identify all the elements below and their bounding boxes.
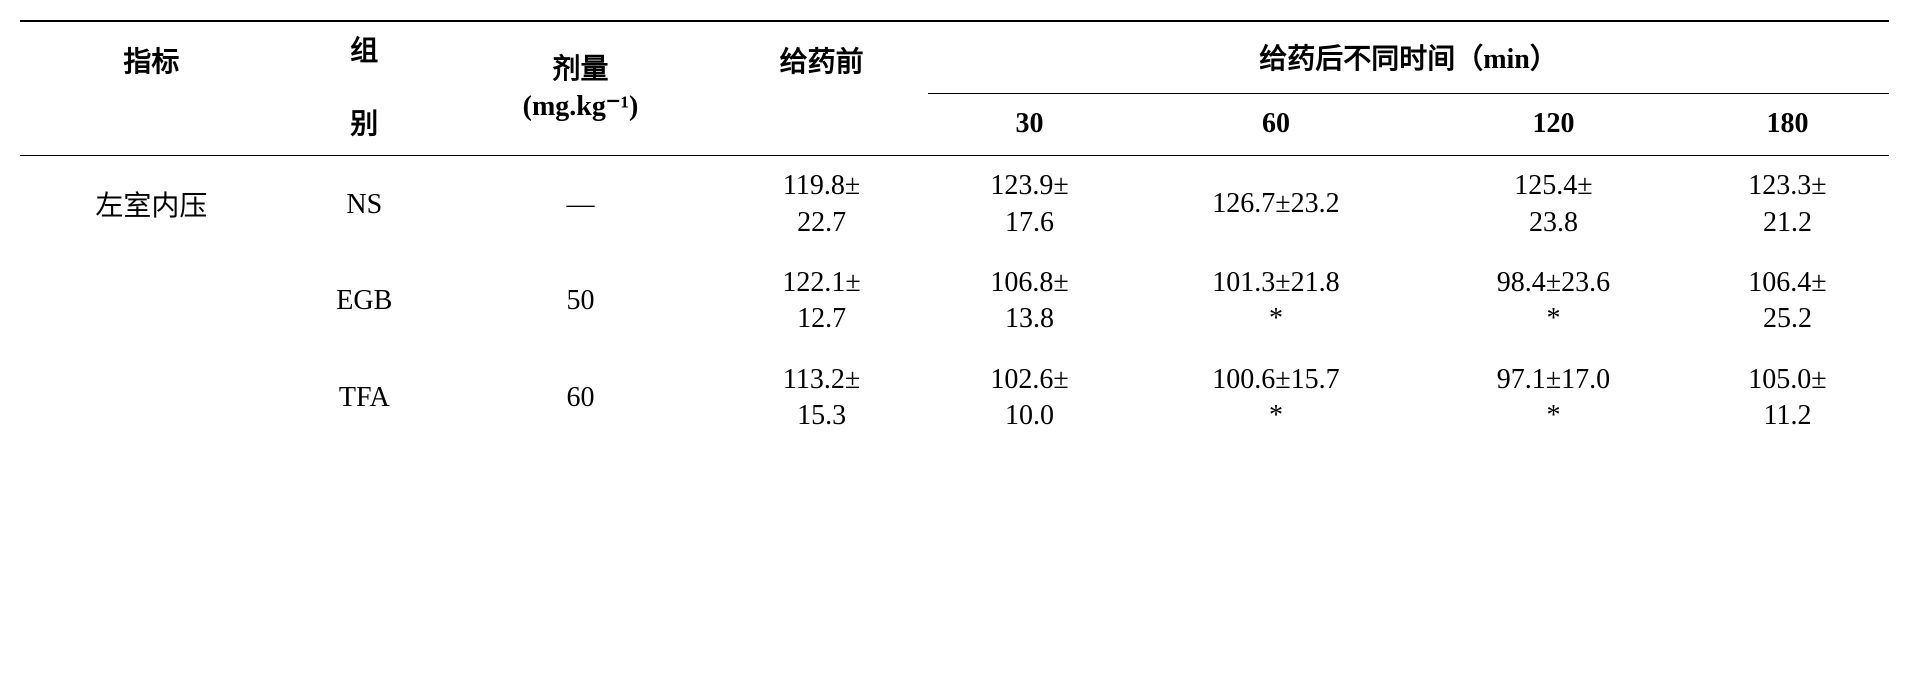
cell-t30: 106.8± 13.8	[928, 253, 1131, 350]
cell-value-line1: 122.1±	[782, 267, 860, 298]
cell-t120: 98.4±23.6 *	[1421, 253, 1686, 350]
header-dose-line2: (mg.kg⁻¹)	[523, 91, 639, 122]
cell-t30: 123.9± 17.6	[928, 156, 1131, 253]
cell-dose: 50	[446, 253, 715, 350]
cell-value-line1: 105.0±	[1748, 364, 1826, 395]
cell-value-line1: 101.3±21.8	[1212, 267, 1339, 298]
cell-group: TFA	[283, 350, 446, 447]
cell-value-line2: *	[1546, 303, 1560, 334]
header-group: 组 别	[283, 21, 446, 156]
header-dose: 剂量 (mg.kg⁻¹)	[446, 21, 715, 156]
header-time-title: 给药后不同时间（min）	[928, 21, 1889, 93]
header-t60: 60	[1131, 93, 1421, 156]
header-dose-line1: 剂量	[552, 54, 608, 85]
table-row: 左室内压 NS — 119.8± 22.7 123.9± 17.6 126.7±…	[20, 156, 1889, 253]
cell-t60: 100.6±15.7 *	[1131, 350, 1421, 447]
header-indicator: 指标	[20, 21, 283, 156]
cell-value-line1: 125.4±	[1514, 170, 1592, 201]
cell-t60: 101.3±21.8 *	[1131, 253, 1421, 350]
cell-value-line2: *	[1269, 303, 1283, 334]
cell-value-line2: 23.8	[1529, 207, 1578, 238]
cell-value-line1: 126.7±23.2	[1212, 188, 1339, 219]
cell-value-line1: 106.4±	[1748, 267, 1826, 298]
cell-value-line1: 97.1±17.0	[1497, 364, 1610, 395]
cell-t180: 123.3± 21.2	[1686, 156, 1889, 253]
cell-group: NS	[283, 156, 446, 253]
cell-value-line1: 102.6±	[990, 364, 1068, 395]
cell-pre: 119.8± 22.7	[715, 156, 928, 253]
cell-value-line1: 98.4±23.6	[1497, 267, 1610, 298]
header-t180: 180	[1686, 93, 1889, 156]
header-t30: 30	[928, 93, 1131, 156]
cell-pre: 122.1± 12.7	[715, 253, 928, 350]
cell-value-line2: 15.3	[797, 400, 846, 431]
cell-t180: 105.0± 11.2	[1686, 350, 1889, 447]
header-t120: 120	[1421, 93, 1686, 156]
cell-value-line2: 17.6	[1005, 207, 1054, 238]
cell-t120: 125.4± 23.8	[1421, 156, 1686, 253]
cell-t120: 97.1±17.0 *	[1421, 350, 1686, 447]
cell-value-line1: 100.6±15.7	[1212, 364, 1339, 395]
cell-group: EGB	[283, 253, 446, 350]
cell-value-line2: 25.2	[1763, 303, 1812, 334]
cell-value-line1: 119.8±	[783, 170, 860, 201]
cell-value-line2: 21.2	[1763, 207, 1812, 238]
cell-dose: 60	[446, 350, 715, 447]
header-group-line1: 组	[350, 36, 378, 67]
cell-value-line2: 11.2	[1764, 400, 1812, 431]
header-group-line2: 别	[350, 109, 378, 140]
cell-value-line1: 113.2±	[783, 364, 860, 395]
cell-t30: 102.6± 10.0	[928, 350, 1131, 447]
indicator-label: 左室内压	[20, 156, 283, 447]
cell-t180: 106.4± 25.2	[1686, 253, 1889, 350]
cell-value-line2: 13.8	[1005, 303, 1054, 334]
cell-value-line2: *	[1269, 400, 1283, 431]
cell-value-line2: 12.7	[797, 303, 846, 334]
cell-value-line1: 106.8±	[990, 267, 1068, 298]
table-row: EGB 50 122.1± 12.7 106.8± 13.8 101.3±21.…	[20, 253, 1889, 350]
table-row: TFA 60 113.2± 15.3 102.6± 10.0 100.6±15.…	[20, 350, 1889, 447]
cell-dose: —	[446, 156, 715, 253]
cell-value-line2: 22.7	[797, 207, 846, 238]
cell-value-line1: 123.3±	[1748, 170, 1826, 201]
cell-t60: 126.7±23.2	[1131, 156, 1421, 253]
cell-value-line2: *	[1546, 400, 1560, 431]
header-pre: 给药前	[715, 21, 928, 156]
cell-value-line2: 10.0	[1005, 400, 1054, 431]
data-table: 指标 组 别 剂量 (mg.kg⁻¹) 给药前 给药后不同时间（min） 30 …	[20, 20, 1889, 447]
cell-value-line1: 123.9±	[990, 170, 1068, 201]
cell-pre: 113.2± 15.3	[715, 350, 928, 447]
